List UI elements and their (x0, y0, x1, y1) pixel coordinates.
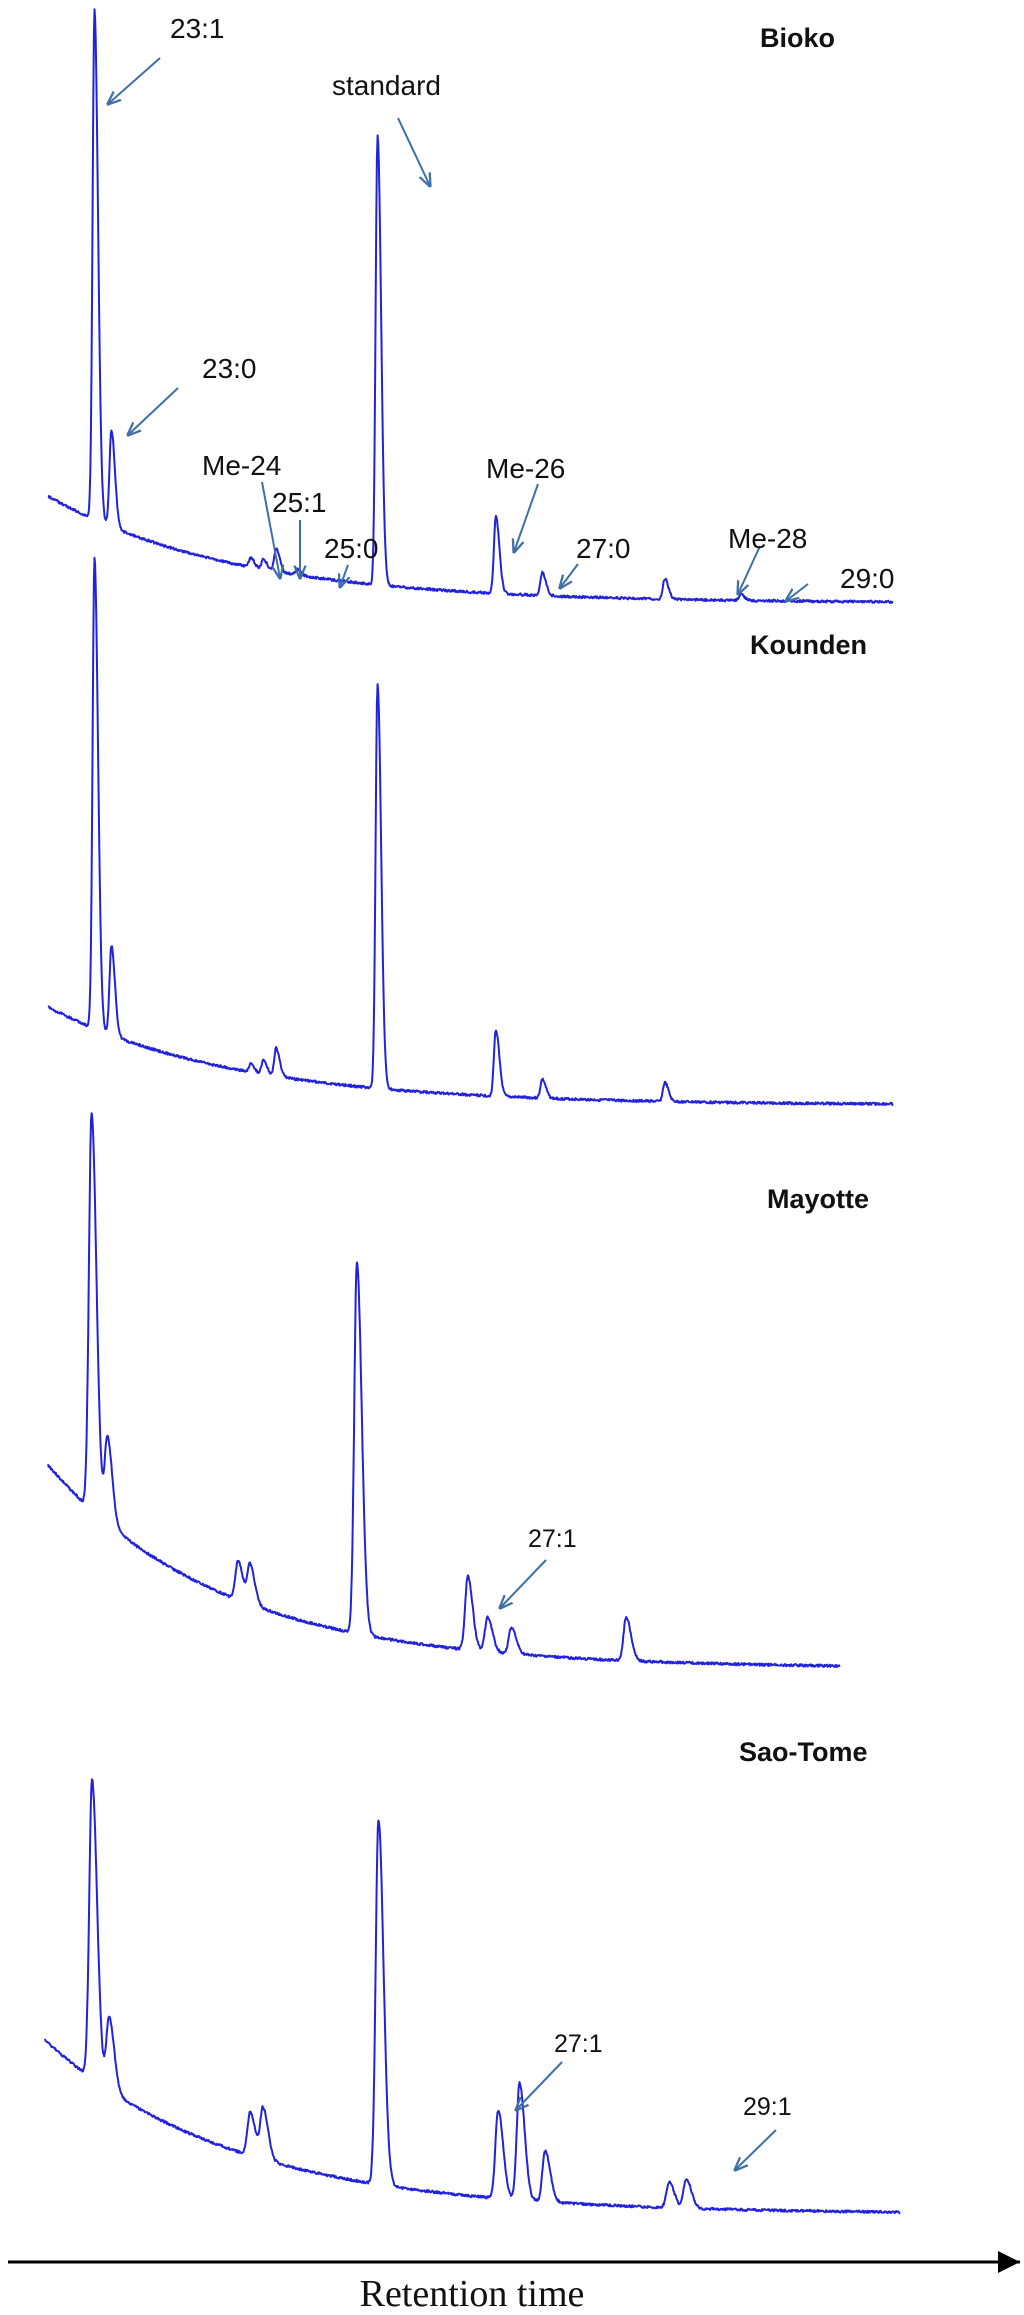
label-25-0: 25:0 (324, 533, 379, 564)
label-25-1: 25:1 (272, 487, 327, 518)
label-23-1: 23:1 (170, 13, 225, 44)
arrow-27-1-sao-tome (516, 2061, 563, 2110)
trace-bioko (47, 8, 894, 604)
panel-title-mayotte: Mayotte (767, 1184, 869, 1214)
label-23-0: 23:0 (202, 353, 257, 384)
arrow-29-1 (735, 2129, 777, 2170)
arrow-me-28 (738, 545, 761, 594)
arrow-23-0 (128, 387, 179, 435)
arrow-me-24 (261, 481, 280, 578)
trace-kounden (47, 556, 894, 1107)
label-me-28: Me-28 (728, 523, 807, 554)
arrow-27-1-mayotte (500, 1559, 547, 1608)
label-standard: standard (332, 70, 441, 101)
annotation-arrows (108, 57, 809, 2170)
label-29-1: 29:1 (743, 2093, 792, 2121)
arrow-29-0 (786, 583, 809, 601)
trace-mayotte (47, 1112, 841, 1668)
label-27-0: 27:0 (576, 533, 631, 564)
label-29-0: 29:0 (840, 563, 895, 594)
label-27-1-sao-tome: 27:1 (554, 2030, 603, 2058)
label-me-24: Me-24 (202, 450, 281, 481)
arrow-standard (397, 117, 430, 186)
arrow-me-26 (514, 483, 539, 552)
label-27-1-mayotte: 27:1 (528, 1525, 577, 1553)
panel-title-sao-tome: Sao-Tome (739, 1737, 868, 1767)
label-me-26: Me-26 (486, 453, 565, 484)
panel-title-kounden: Kounden (750, 630, 867, 660)
trace-sao-tome (44, 1778, 901, 2215)
arrow-23-1 (108, 57, 161, 104)
x-axis-label: Retention time (360, 2273, 585, 2315)
panel-title-bioko: Bioko (760, 23, 835, 53)
arrow-25-0 (340, 564, 348, 587)
arrow-27-0 (560, 563, 579, 588)
